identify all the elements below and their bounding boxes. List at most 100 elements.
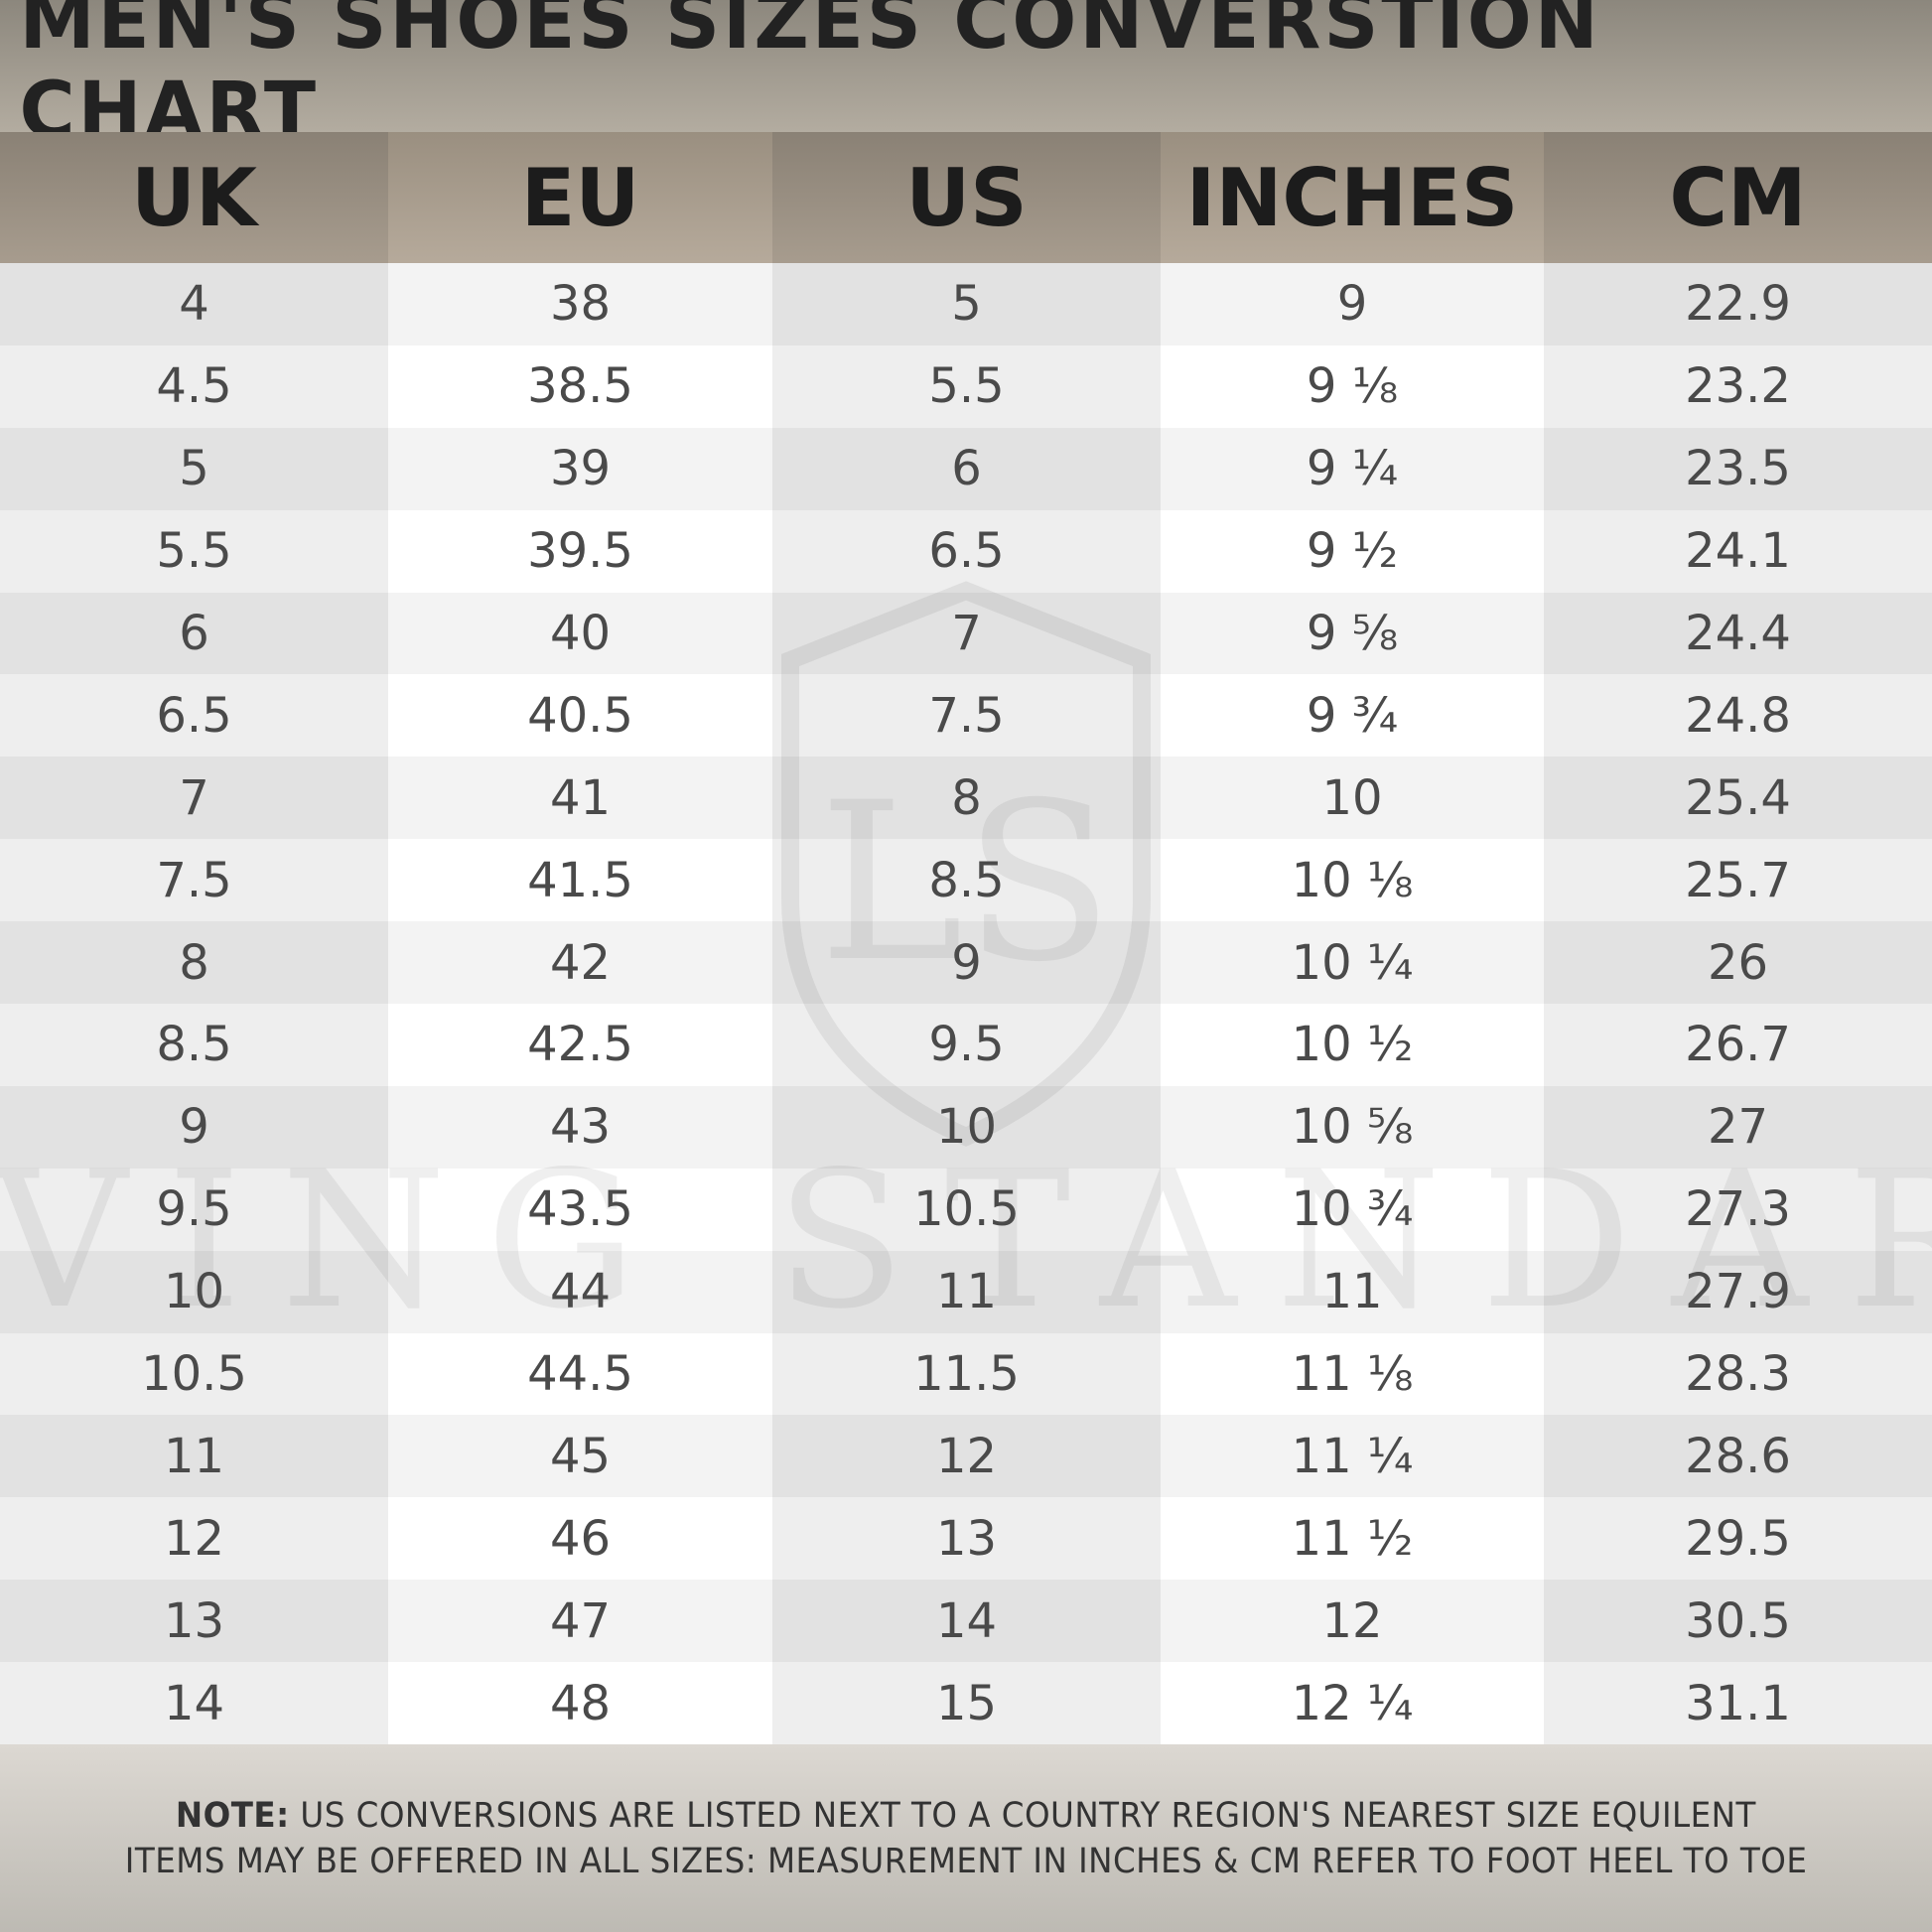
column-header-eu: EU [388,132,772,263]
cell-uk: 8.5 [0,1004,388,1086]
column-header-us: US [772,132,1161,263]
cell-uk: 4.5 [0,345,388,428]
cell-eu: 43.5 [388,1168,772,1251]
cell-uk: 7.5 [0,839,388,922]
cell-cm: 23.2 [1544,345,1932,428]
cell-uk: 7 [0,757,388,840]
table-row: 13 47 14 12 30.5 [0,1580,1932,1663]
chart-title: MEN'S SHOES SIZES CONVERSTION CHART [19,0,1601,156]
cell-cm: 29.5 [1544,1497,1932,1581]
cell-us: 13 [772,1497,1161,1581]
cell-eu: 48 [388,1662,772,1745]
table-row: 5.5 39.5 6.5 9 ½ 24.1 [0,509,1932,593]
cell-us: 14 [772,1580,1161,1663]
cell-cm: 24.1 [1544,509,1932,593]
cell-us: 6.5 [772,509,1161,593]
cell-inches: 9 ¼ [1161,427,1544,510]
cell-inches: 10 ½ [1161,1004,1544,1086]
cell-eu: 39 [388,427,772,510]
table-row: 12 46 13 11 ½ 29.5 [0,1497,1932,1581]
table-row: 8 42 9 10 ¼ 26 [0,921,1932,1005]
cell-us: 11 [772,1250,1161,1333]
cell-cm: 30.5 [1544,1580,1932,1663]
cell-inches: 11 ½ [1161,1497,1544,1581]
table-header: UK EU US INCHES CM [0,132,1932,263]
cell-uk: 4 [0,263,388,345]
table-row: 4.5 38.5 5.5 9 ⅛ 23.2 [0,345,1932,428]
cell-cm: 26.7 [1544,1004,1932,1086]
table-row: 8.5 42.5 9.5 10 ½ 26.7 [0,1004,1932,1086]
table-row: 9 43 10 10 ⅝ 27 [0,1085,1932,1169]
cell-uk: 5 [0,427,388,510]
cell-cm: 26 [1544,921,1932,1005]
table-row: 4 38 5 9 22.9 [0,263,1932,345]
cell-inches: 10 ⅛ [1161,839,1544,922]
cell-eu: 38.5 [388,345,772,428]
cell-inches: 9 ⅛ [1161,345,1544,428]
cell-uk: 9.5 [0,1168,388,1251]
cell-eu: 44 [388,1250,772,1333]
cell-uk: 9 [0,1085,388,1169]
cell-eu: 43 [388,1085,772,1169]
cell-inches: 10 [1161,757,1544,840]
cell-us: 10.5 [772,1168,1161,1251]
title-band: MEN'S SHOES SIZES CONVERSTION CHART [0,0,1932,156]
cell-us: 7 [772,592,1161,675]
cell-uk: 6.5 [0,674,388,758]
table-row: 7 41 8 10 25.4 [0,757,1932,840]
cell-us: 11.5 [772,1332,1161,1416]
cell-inches: 11 ¼ [1161,1415,1544,1498]
cell-inches: 12 ¼ [1161,1662,1544,1745]
cell-cm: 24.4 [1544,592,1932,675]
cell-cm: 28.6 [1544,1415,1932,1498]
table-row: 14 48 15 12 ¼ 31.1 [0,1662,1932,1745]
cell-uk: 5.5 [0,509,388,593]
cell-eu: 41 [388,757,772,840]
cell-eu: 42.5 [388,1004,772,1086]
cell-uk: 12 [0,1497,388,1581]
cell-cm: 23.5 [1544,427,1932,510]
cell-us: 15 [772,1662,1161,1745]
cell-inches: 10 ⅝ [1161,1085,1544,1169]
column-header-cm: CM [1544,132,1932,263]
table-row: 7.5 41.5 8.5 10 ⅛ 25.7 [0,839,1932,922]
cell-inches: 10 ¾ [1161,1168,1544,1251]
note-line-1: NOTE: US CONVERSIONS ARE LISTED NEXT TO … [176,1796,1756,1836]
cell-uk: 8 [0,921,388,1005]
note-label: NOTE: [176,1795,290,1836]
cell-inches: 10 ¼ [1161,921,1544,1005]
cell-inches: 9 ⅝ [1161,592,1544,675]
table-row: 5 39 6 9 ¼ 23.5 [0,427,1932,510]
table-row: 6 40 7 9 ⅝ 24.4 [0,592,1932,675]
cell-us: 12 [772,1415,1161,1498]
cell-eu: 45 [388,1415,772,1498]
cell-uk: 10.5 [0,1332,388,1416]
size-table: 4 38 5 9 22.9 4.5 38.5 5.5 9 ⅛ 23.2 5 39 6 9 ¼ 23.5 5.5… [0,263,1932,1827]
cell-uk: 6 [0,592,388,675]
column-header-uk: UK [0,132,388,263]
cell-us: 9.5 [772,1004,1161,1086]
cell-eu: 40.5 [388,674,772,758]
cell-inches: 12 [1161,1580,1544,1663]
cell-us: 5.5 [772,345,1161,428]
cell-cm: 31.1 [1544,1662,1932,1745]
cell-eu: 38 [388,263,772,345]
cell-cm: 27.3 [1544,1168,1932,1251]
note-line-2: ITEMS MAY BE OFFERED IN ALL SIZES: MEASU… [124,1841,1808,1881]
cell-us: 7.5 [772,674,1161,758]
table-row: 6.5 40.5 7.5 9 ¾ 24.8 [0,674,1932,758]
cell-us: 8 [772,757,1161,840]
cell-cm: 28.3 [1544,1332,1932,1416]
cell-us: 9 [772,921,1161,1005]
cell-cm: 27.9 [1544,1250,1932,1333]
cell-inches: 11 [1161,1250,1544,1333]
table-row: 10 44 11 11 27.9 [0,1250,1932,1333]
cell-eu: 41.5 [388,839,772,922]
table-row: 11 45 12 11 ¼ 28.6 [0,1415,1932,1498]
cell-uk: 11 [0,1415,388,1498]
cell-us: 10 [772,1085,1161,1169]
cell-us: 8.5 [772,839,1161,922]
footer-note: NOTE: US CONVERSIONS ARE LISTED NEXT TO … [0,1744,1932,1932]
cell-eu: 40 [388,592,772,675]
cell-inches: 11 ⅛ [1161,1332,1544,1416]
